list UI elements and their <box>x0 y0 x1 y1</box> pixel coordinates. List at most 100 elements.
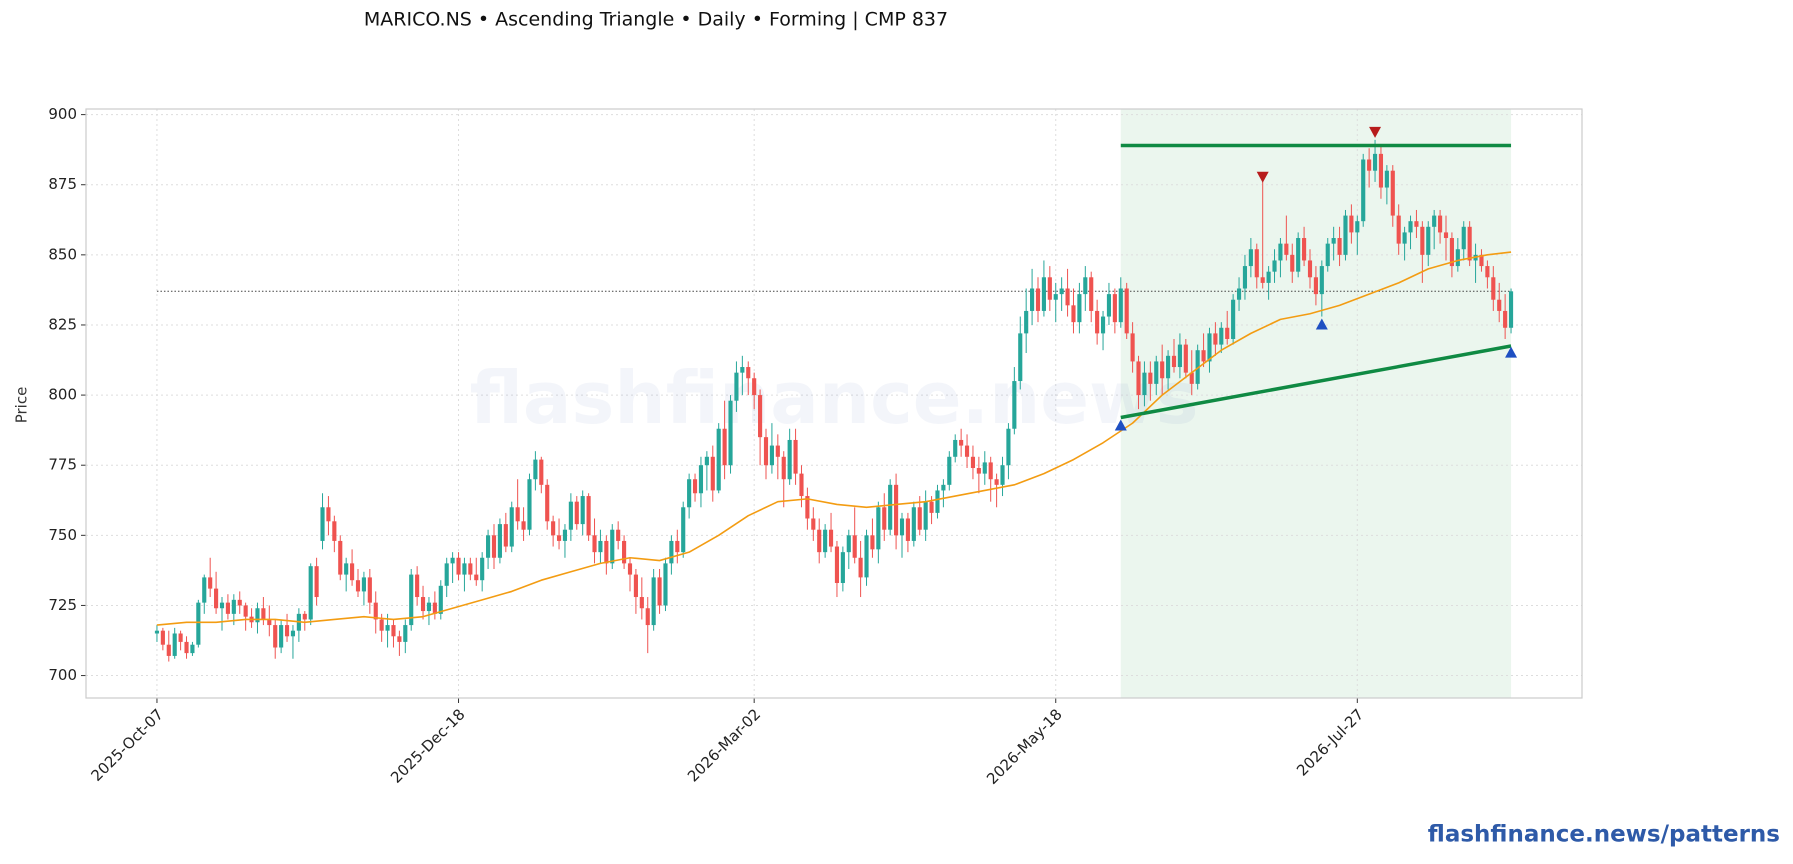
candle-body <box>426 602 432 612</box>
candle-body <box>1059 288 1064 295</box>
candle-body <box>420 597 426 612</box>
y-axis-label: Price <box>13 387 31 424</box>
candle-body <box>480 557 485 581</box>
candle-body <box>1479 254 1484 267</box>
candle-body <box>929 501 934 513</box>
candle-body <box>988 462 993 480</box>
candle-body <box>1325 243 1330 267</box>
candle-body <box>1337 238 1342 255</box>
candle-body <box>1372 153 1378 171</box>
candle-body <box>828 529 834 547</box>
candle-body <box>1171 355 1177 368</box>
candle-body <box>344 563 349 575</box>
candle-body <box>1030 288 1035 311</box>
candle-body <box>1177 344 1182 368</box>
candle-body <box>1260 277 1265 283</box>
candle-body <box>787 439 792 480</box>
candle-body <box>610 529 615 564</box>
candle-body <box>823 529 828 553</box>
candle-body <box>728 400 733 466</box>
candle-body <box>834 546 840 584</box>
candle-body <box>444 563 449 586</box>
candle-body <box>1142 372 1147 396</box>
watermark: flashfinance.news <box>470 356 1199 440</box>
candle-body <box>858 557 863 578</box>
candle-body <box>580 496 585 525</box>
candle-body <box>1071 305 1076 323</box>
candle-body <box>332 521 337 541</box>
candle-body <box>622 540 627 564</box>
candle-body <box>1189 372 1194 384</box>
candle-body <box>935 490 940 513</box>
candle-body <box>645 608 650 626</box>
candle-body <box>385 625 390 631</box>
y-tick-label: 775 <box>48 456 77 474</box>
candle-body <box>1213 333 1218 345</box>
candle-body <box>870 535 875 550</box>
candle-body <box>503 524 508 547</box>
candle-body <box>166 644 171 656</box>
candle-body <box>556 535 562 541</box>
candle-body <box>562 529 568 541</box>
y-tick-label: 875 <box>48 175 77 193</box>
candle-body <box>160 630 165 645</box>
candle-body <box>1449 238 1454 267</box>
candle-body <box>740 367 745 373</box>
candle-body <box>338 540 343 575</box>
candle-body <box>314 566 319 598</box>
candle-body <box>1331 238 1336 244</box>
candle-body <box>486 535 491 558</box>
candle-body <box>302 613 307 620</box>
candle-body <box>432 602 437 614</box>
candle-body <box>1497 299 1502 311</box>
candle-body <box>1219 327 1224 345</box>
candle-body <box>793 439 798 474</box>
candle-body <box>208 577 213 589</box>
candle-body <box>1426 226 1431 255</box>
candle-body <box>1461 226 1466 250</box>
candle-body <box>1503 310 1508 328</box>
candle-body <box>1319 266 1324 295</box>
candle-body <box>568 501 573 530</box>
candle-body <box>1095 310 1100 334</box>
candle-body <box>243 605 248 617</box>
candle-body <box>657 577 662 606</box>
candle-body <box>456 557 461 575</box>
footer: flashfinance.news/patterns <box>1428 822 1780 848</box>
candle-body <box>663 563 668 606</box>
candle-body <box>261 608 266 620</box>
candle-body <box>864 535 869 578</box>
candle-body <box>1231 299 1236 339</box>
candle-body <box>781 456 786 480</box>
trough-marker <box>1114 419 1127 431</box>
candle-body <box>964 445 970 457</box>
candle-body <box>279 625 284 648</box>
candle-body <box>1455 249 1460 267</box>
candle-body <box>350 563 355 581</box>
candle-body <box>397 636 402 642</box>
candle-body <box>172 633 177 656</box>
candle-body <box>373 602 378 620</box>
candle-body <box>533 459 538 480</box>
candle-body <box>367 577 372 603</box>
candle-body <box>817 529 822 553</box>
candle-body <box>1361 159 1366 222</box>
candle-body <box>994 479 999 485</box>
candle-body <box>403 625 408 642</box>
candle-body <box>1236 288 1242 300</box>
candle-body <box>273 625 278 648</box>
candle-body <box>941 484 946 491</box>
candle-body <box>1100 316 1106 334</box>
candle-body <box>1124 288 1129 334</box>
trough-marker <box>1505 346 1518 358</box>
candle-body <box>154 630 160 634</box>
y-tick-label: 800 <box>48 386 77 404</box>
candle-body <box>409 574 414 626</box>
candle-body <box>1136 361 1141 396</box>
candle-body <box>811 518 816 530</box>
candle-body <box>391 625 396 637</box>
candle-body <box>953 439 958 457</box>
candle-body <box>746 367 751 379</box>
candle-body <box>1166 355 1171 379</box>
